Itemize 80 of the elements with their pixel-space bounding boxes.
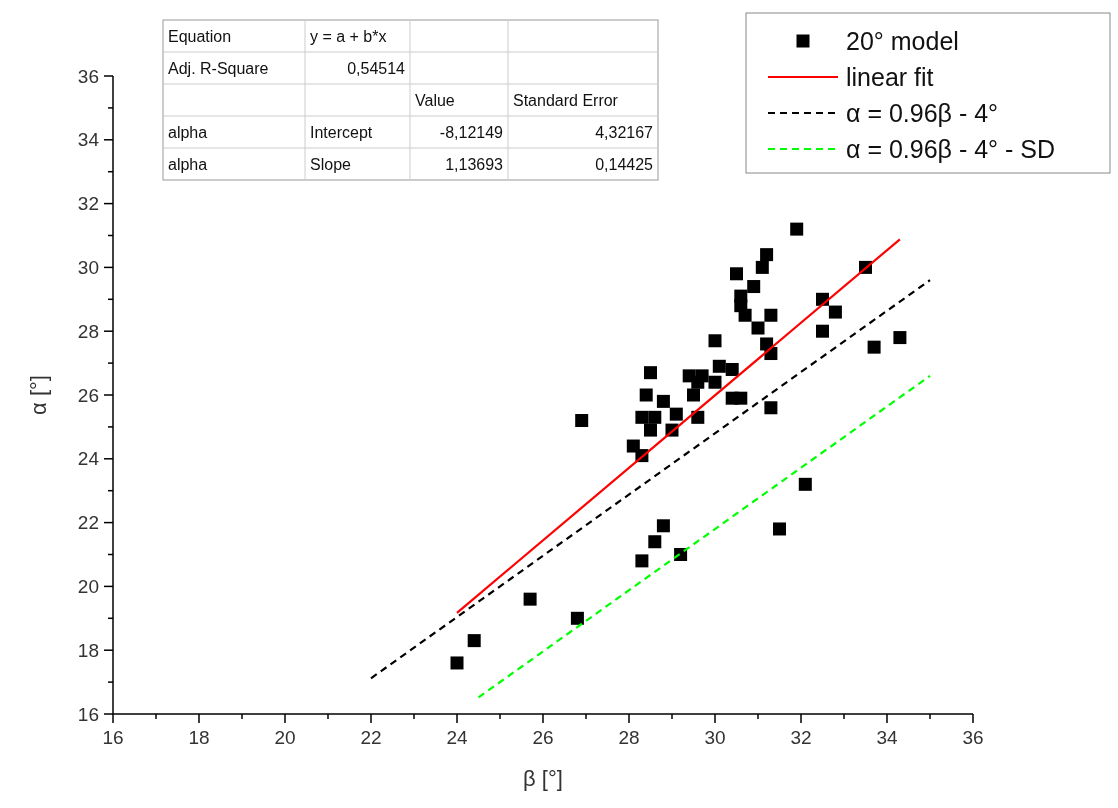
point bbox=[570, 611, 584, 625]
point bbox=[669, 407, 683, 421]
x-tick-label: 18 bbox=[188, 727, 210, 748]
annotation: Value bbox=[415, 91, 455, 109]
point bbox=[867, 340, 881, 354]
y-axis-title: α [°] bbox=[26, 375, 51, 415]
y-tick-label: 32 bbox=[77, 193, 99, 215]
annotation: 1,13693 bbox=[445, 155, 504, 173]
point bbox=[828, 305, 842, 319]
y-tick-label: 28 bbox=[77, 320, 99, 342]
point bbox=[773, 522, 786, 536]
annotation: Standard Error bbox=[513, 91, 619, 109]
point bbox=[467, 634, 481, 648]
point bbox=[644, 366, 657, 380]
point bbox=[639, 388, 653, 402]
x-tick-label: 24 bbox=[446, 727, 468, 748]
annotation: Slope bbox=[310, 155, 352, 173]
point bbox=[687, 388, 700, 402]
x-tick-label: 26 bbox=[532, 727, 554, 748]
x-tick-label: 20 bbox=[274, 727, 296, 748]
annotation: 0,54514 bbox=[347, 59, 406, 77]
point bbox=[648, 410, 662, 424]
point bbox=[644, 423, 657, 437]
annotation: Adj. R-Square bbox=[168, 59, 269, 77]
annotation: alpha bbox=[168, 155, 208, 173]
y-tick-label: 36 bbox=[77, 65, 99, 87]
y-tick-label: 30 bbox=[77, 257, 99, 279]
point bbox=[734, 391, 748, 405]
x-tick-label: 32 bbox=[790, 727, 812, 748]
point bbox=[635, 410, 649, 424]
point bbox=[764, 308, 778, 322]
point bbox=[751, 321, 765, 335]
text: y = a + b*x bbox=[310, 27, 387, 45]
x-tick-label: 22 bbox=[360, 727, 382, 748]
point bbox=[695, 369, 709, 383]
legend-label: 20° model bbox=[846, 26, 959, 55]
point bbox=[730, 267, 743, 281]
x-tick-label: 28 bbox=[618, 727, 640, 748]
point bbox=[798, 477, 812, 491]
point bbox=[648, 535, 662, 549]
y-tick-label: 16 bbox=[77, 703, 99, 725]
annotation: Intercept bbox=[310, 123, 373, 141]
annotation: 0,14425 bbox=[595, 155, 654, 173]
point bbox=[712, 359, 726, 373]
text: Equation bbox=[168, 27, 232, 45]
point bbox=[760, 248, 774, 262]
x-tick-label: 16 bbox=[102, 727, 124, 748]
annotation: -8,12149 bbox=[439, 123, 504, 141]
point bbox=[755, 260, 769, 274]
point bbox=[747, 280, 761, 294]
annotation: alpha bbox=[168, 123, 208, 141]
point bbox=[893, 331, 907, 345]
point bbox=[725, 362, 739, 376]
point bbox=[816, 324, 829, 338]
x-axis-title: β [°] bbox=[523, 766, 563, 791]
point bbox=[691, 410, 705, 424]
y-tick-label: 24 bbox=[77, 448, 100, 470]
point bbox=[708, 375, 722, 389]
point bbox=[738, 308, 752, 322]
point bbox=[656, 394, 670, 408]
y-tick-label: 26 bbox=[77, 384, 99, 406]
legend-label: α = 0.96β - 4° - SD bbox=[846, 134, 1056, 163]
point bbox=[790, 222, 804, 236]
x-tick-label: 30 bbox=[704, 727, 726, 748]
y-tick-label: 20 bbox=[77, 576, 99, 598]
annotation: 4,32167 bbox=[595, 123, 654, 141]
point bbox=[656, 519, 670, 533]
point bbox=[635, 554, 649, 568]
x-tick-label: 34 bbox=[876, 727, 898, 748]
y-tick-label: 18 bbox=[77, 639, 99, 661]
point bbox=[450, 656, 464, 670]
y-tick-label: 34 bbox=[77, 129, 100, 151]
point bbox=[764, 401, 778, 415]
y-tick-label: 22 bbox=[77, 512, 99, 534]
point bbox=[575, 414, 589, 428]
point bbox=[708, 334, 722, 348]
x-tick-label: 36 bbox=[962, 727, 984, 748]
legend-label: linear fit bbox=[846, 62, 934, 91]
point bbox=[523, 592, 537, 606]
legend-label: α = 0.96β - 4° bbox=[846, 98, 999, 127]
